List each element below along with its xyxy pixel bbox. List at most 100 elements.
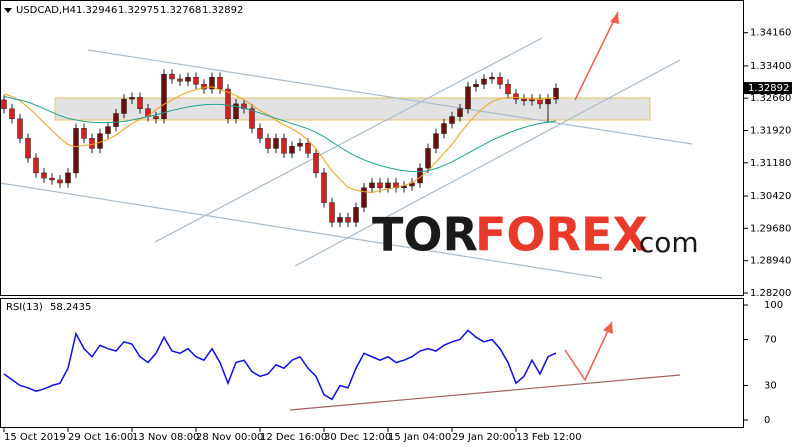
trend-line (154, 37, 543, 243)
candle-body (353, 207, 359, 223)
candle-body (433, 133, 439, 149)
candle-body (65, 172, 71, 184)
candle-body (137, 97, 143, 109)
ohlc-low: 1.32768 (160, 5, 201, 16)
y-tick-label: 1.33400 (750, 61, 791, 72)
arrow (574, 11, 619, 101)
candle-body (313, 152, 319, 174)
candle-body (257, 128, 263, 139)
y-tick-label: 1.30420 (750, 191, 791, 202)
candle-body (489, 76, 495, 80)
candle-body (273, 138, 279, 149)
y-tick-label: 1.31180 (750, 158, 791, 169)
candle-body (193, 76, 199, 85)
x-tick-label: 13 Nov 08:00 (132, 432, 199, 443)
x-tick-label: 15 Jan 04:00 (388, 432, 451, 443)
x-tick-label: 29 Oct 16:00 (68, 432, 133, 443)
candle-body (321, 172, 327, 203)
watermark: TOR FOREX .com (372, 208, 699, 262)
x-tick-label: 12 Dec 16:00 (260, 432, 327, 443)
candle-body (185, 76, 191, 82)
ohlc-open: 1.32946 (76, 5, 117, 16)
candle-body (1, 99, 7, 109)
candle-body (361, 187, 367, 208)
y-tick-label: 1.32660 (750, 93, 791, 104)
candle-body (105, 126, 111, 134)
candle-body (25, 138, 31, 159)
watermark-part: .com (630, 226, 699, 259)
candle-body (345, 217, 351, 223)
price-label: 1.32892 (748, 83, 789, 94)
candle-body (89, 138, 95, 149)
x-tick-label: 29 Jan 20:00 (452, 432, 515, 443)
arrow-head (603, 322, 613, 334)
candle-body (209, 76, 215, 90)
price-panel-frame (0, 0, 744, 296)
x-tick-label: 13 Feb 12:00 (516, 432, 582, 443)
candle-body (49, 177, 55, 181)
y-tick-label: 100 (764, 300, 783, 311)
watermark-part: TOR (372, 208, 478, 262)
candle-body (169, 73, 175, 80)
candle-body (441, 123, 447, 134)
rsi-panel-frame (0, 298, 744, 428)
candle-body (177, 78, 183, 82)
menu-icon (4, 8, 12, 13)
candle-body (521, 98, 527, 102)
trend-line (0, 182, 603, 279)
candle-body (369, 182, 375, 188)
trend-line (289, 374, 681, 411)
y-tick-label: 1.34160 (750, 28, 791, 39)
resistance-zone (54, 97, 651, 121)
plot (1, 69, 559, 401)
y-tick-label: 1.28940 (750, 256, 791, 267)
candle-body (457, 108, 463, 117)
candle-body (305, 142, 311, 154)
y-tick-label: 30 (764, 381, 777, 392)
candle-body (545, 98, 551, 105)
candle-body (73, 128, 79, 174)
candle-body (217, 76, 223, 90)
candle-body (121, 98, 127, 114)
candle-body (377, 182, 383, 188)
candle-body (201, 83, 207, 90)
candle-body (481, 78, 487, 85)
candle-body (145, 108, 151, 117)
candle-body (9, 108, 15, 119)
candle-body (17, 118, 23, 139)
arrow (564, 321, 613, 382)
candle-body (297, 142, 303, 147)
watermark-part: FOREX (475, 208, 648, 262)
candle-body (225, 88, 231, 119)
symbol: USDCAD,H4 (16, 5, 76, 16)
candle-body (233, 103, 239, 119)
y-tick-label: 1.31920 (750, 126, 791, 137)
candle-body (449, 116, 455, 124)
moving-average (3, 95, 557, 173)
candle-body (57, 179, 63, 184)
candle-body (473, 83, 479, 88)
y-tick-label: 1.29680 (750, 223, 791, 234)
candle-body (497, 76, 503, 85)
arrow-head (610, 12, 619, 24)
candle-body (505, 83, 511, 95)
candle-body (281, 138, 287, 154)
x-tick-label: 30 Dec 12:00 (324, 432, 391, 443)
candle-body (81, 128, 87, 139)
candle-body (553, 87, 559, 100)
candle-body (33, 157, 39, 174)
indicator-name: RSI(13) (6, 302, 43, 313)
candle-body (265, 138, 271, 149)
candle-body (153, 116, 159, 119)
candle-body (129, 97, 135, 100)
trend-line (87, 49, 693, 145)
rsi-line (3, 329, 557, 401)
x-tick-label: 28 Nov 00:00 (196, 432, 263, 443)
candle-body (289, 146, 295, 154)
ohlc-high: 1.32975 (118, 5, 159, 16)
y-tick-label: 70 (764, 335, 777, 346)
x-tick-label: 15 Oct 2019 (4, 432, 66, 443)
candle-body (385, 182, 391, 188)
price-label-box (744, 82, 792, 95)
